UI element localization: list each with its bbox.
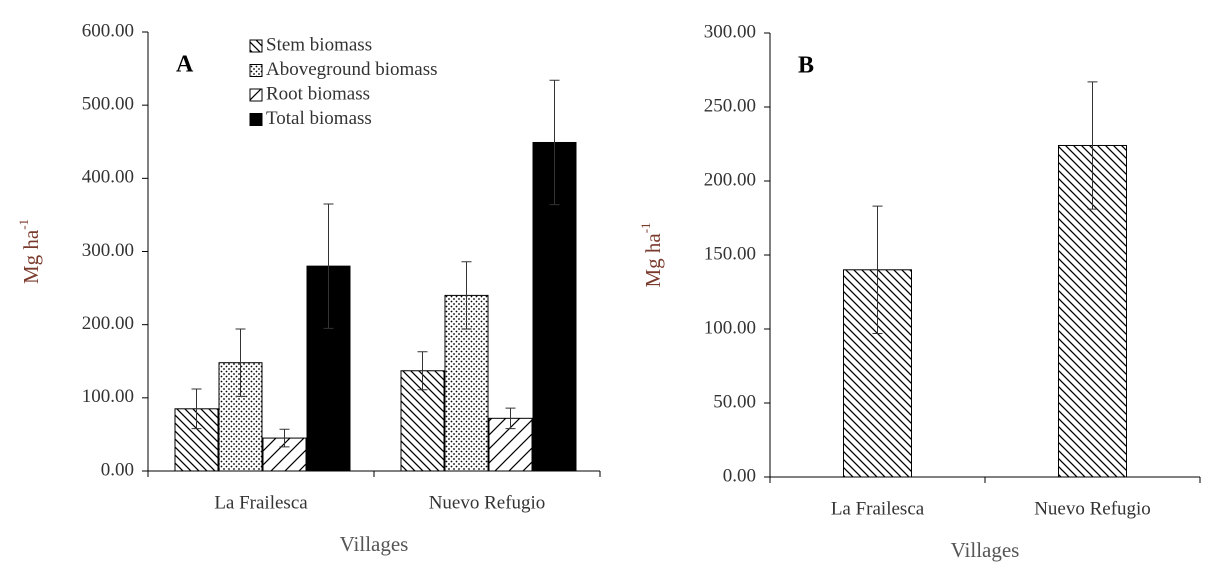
legend-swatch <box>249 39 263 53</box>
y-tick-label: 400.00 <box>82 167 134 188</box>
y-tick-label: 100.00 <box>82 386 134 407</box>
error-bar <box>235 328 246 397</box>
error-bar <box>549 79 560 206</box>
y-tick-label: 150.00 <box>704 243 756 264</box>
x-tick-label: Nuevo Refugio <box>429 492 546 513</box>
x-tick-label: Nuevo Refugio <box>1034 498 1151 519</box>
y-tick-label: 0.00 <box>101 459 134 480</box>
legend-label: Root biomass <box>266 83 370 104</box>
legend-swatch <box>249 64 263 77</box>
legend-label: Aboveground biomass <box>266 59 438 80</box>
y-tick-label: 100.00 <box>704 317 756 338</box>
legend-swatch <box>249 113 263 126</box>
y-tick-label: 200.00 <box>704 169 756 190</box>
error-bar <box>1087 81 1098 210</box>
x-axis-title: Villages <box>951 538 1020 562</box>
error-bar <box>417 351 428 391</box>
y-tick-label: 300.00 <box>704 21 756 42</box>
error-bar <box>505 407 516 430</box>
y-tick-label: 0.00 <box>723 465 756 486</box>
x-tick-label: La Frailesca <box>214 492 308 513</box>
y-tick-label: 200.00 <box>82 313 134 334</box>
y-axis-title-main: Mg ha <box>641 233 665 288</box>
y-tick-label: 50.00 <box>713 391 756 412</box>
y-tick-label: 250.00 <box>704 95 756 116</box>
panel-label: A <box>176 52 194 78</box>
legend-swatch <box>249 88 263 102</box>
error-bar <box>191 388 202 430</box>
error-bar <box>323 203 334 329</box>
y-axis-title-sup: -1 <box>16 219 31 230</box>
panel-label: B <box>798 53 814 79</box>
y-axis-title: Mg ha-1 <box>638 222 665 287</box>
y-axis-title-sup: -1 <box>638 222 653 233</box>
y-axis-title: Mg ha-1 <box>16 219 43 284</box>
error-bar <box>461 261 472 330</box>
legend-label: Stem biomass <box>266 34 372 55</box>
x-axis-title: Villages <box>340 532 409 556</box>
x-tick-label: La Frailesca <box>831 498 925 519</box>
y-tick-label: 300.00 <box>82 240 134 261</box>
error-bar <box>872 205 883 334</box>
y-tick-label: 500.00 <box>82 94 134 115</box>
legend-label: Total biomass <box>266 108 372 129</box>
error-bar <box>279 428 290 448</box>
y-axis-title-main: Mg ha <box>19 229 43 284</box>
y-tick-label: 600.00 <box>82 20 134 41</box>
